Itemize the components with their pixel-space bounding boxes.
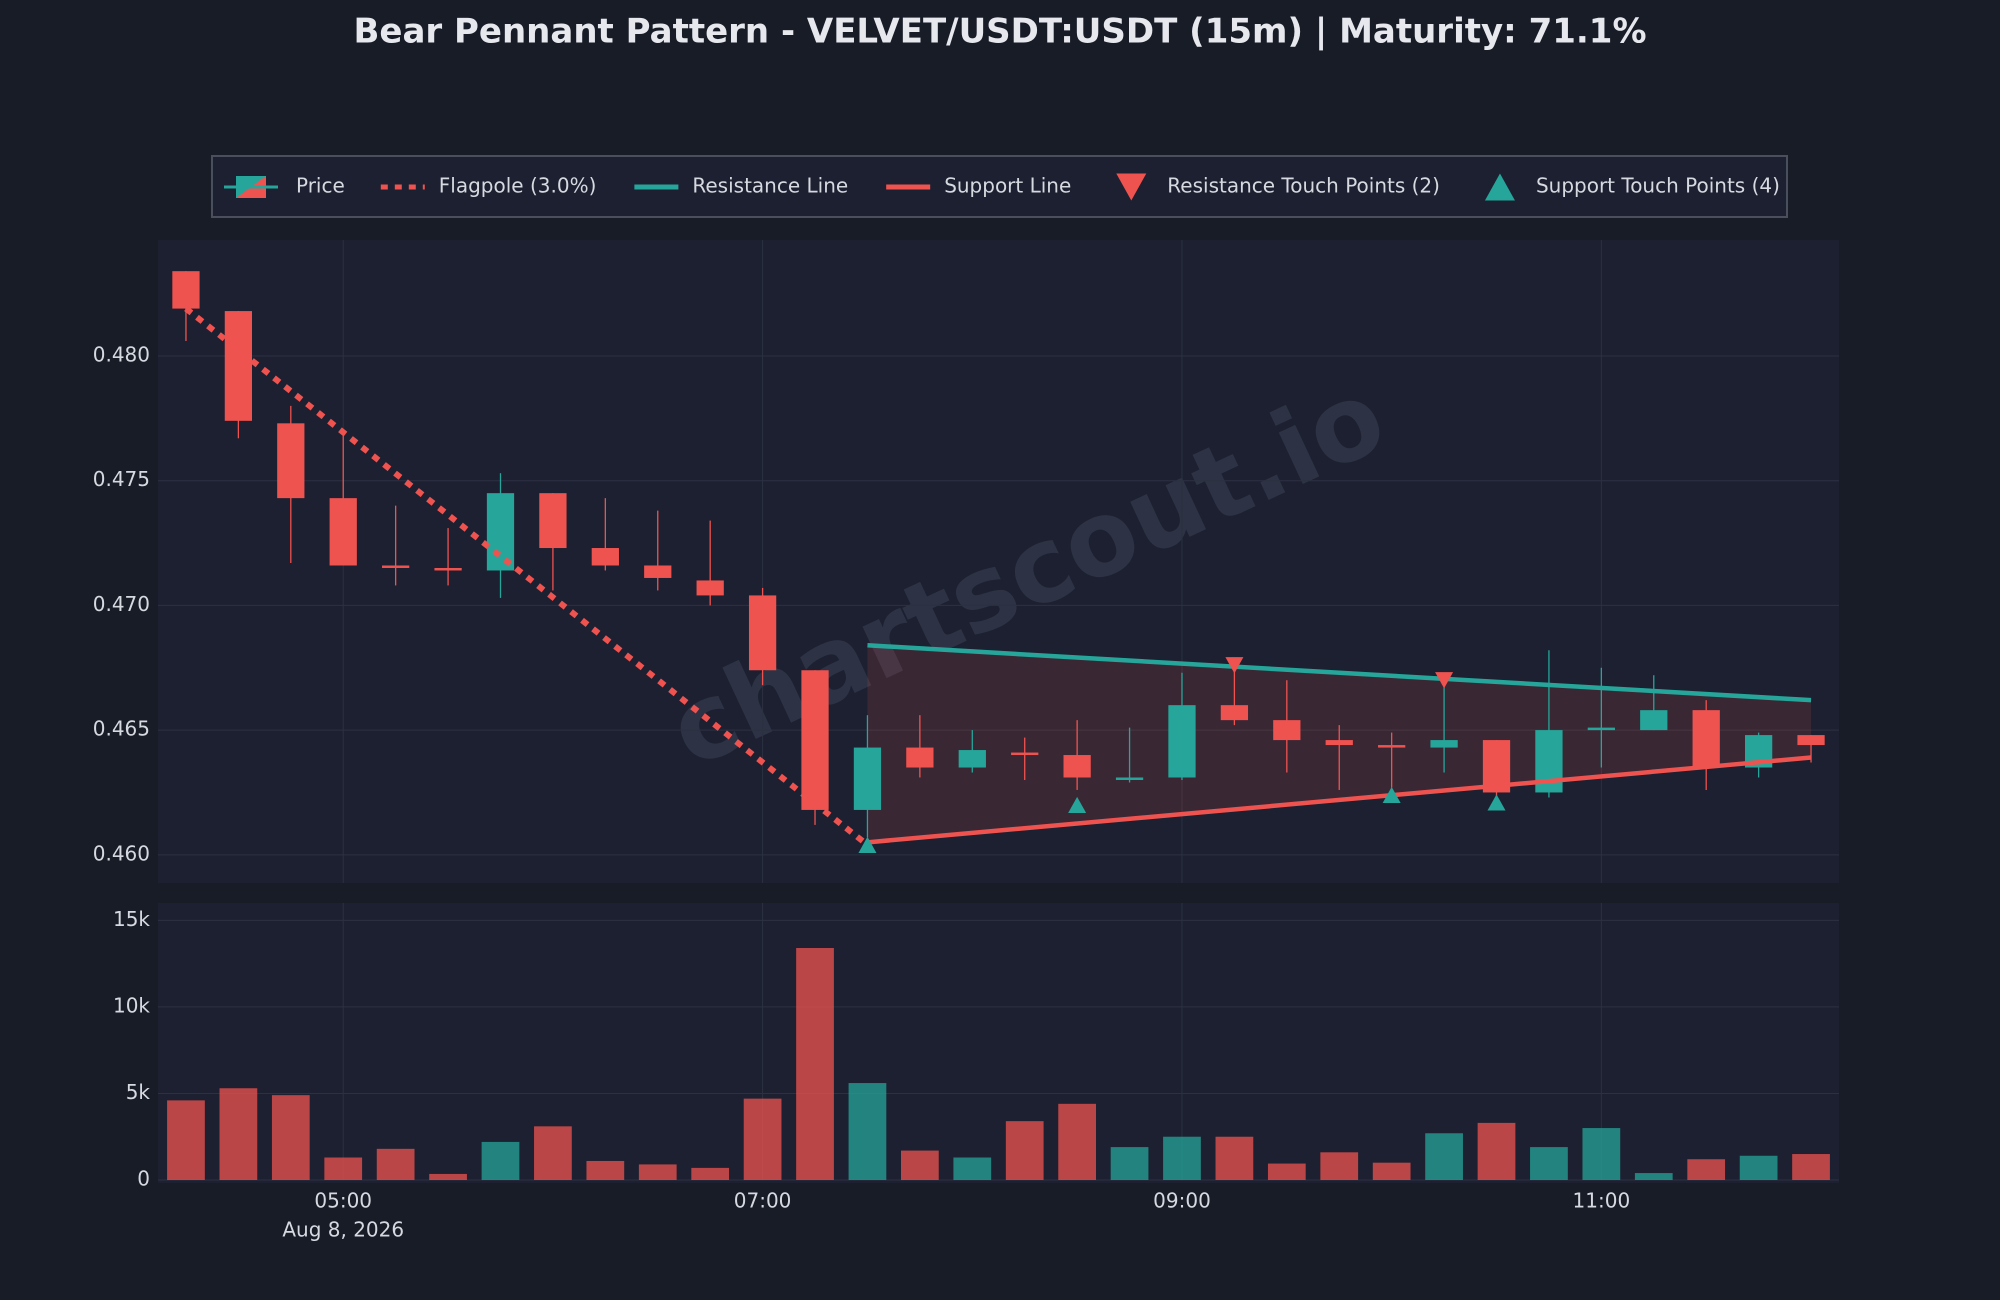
volume-bar (743, 1098, 782, 1180)
candle-body (1115, 777, 1144, 780)
candle-body (1011, 752, 1039, 756)
candle-body (591, 548, 619, 566)
candle-body (1430, 740, 1458, 748)
y-tick-label: 10k (113, 993, 150, 1017)
line-0 (184, 306, 870, 848)
volume-bar (219, 1088, 258, 1180)
y-tick-label: 0.460 (93, 841, 150, 865)
volume-bar (1267, 1163, 1306, 1180)
candle-body (748, 595, 777, 671)
volume-bar (1110, 1147, 1149, 1180)
volume-bar (1215, 1136, 1254, 1180)
volume-bar (1739, 1155, 1778, 1180)
volume-bar (1582, 1128, 1621, 1180)
candle-body (1692, 710, 1720, 768)
volume-bar (481, 1141, 520, 1180)
volume-bar (1320, 1152, 1359, 1180)
x-tick-label: 11:00 (1573, 1189, 1631, 1213)
volume-bar (953, 1157, 992, 1180)
volume-bar (691, 1167, 730, 1180)
volume-bar (534, 1126, 572, 1180)
volume-bar (1687, 1159, 1726, 1180)
y-tick-label: 0.475 (93, 467, 150, 491)
volume-bar (848, 1083, 887, 1180)
legend-box (211, 155, 1788, 218)
volume-bar (1477, 1122, 1516, 1180)
volume-bar (1058, 1103, 1097, 1180)
volume-bar (1634, 1173, 1673, 1180)
legend-handle (1116, 173, 1147, 201)
touch-point (1225, 657, 1244, 674)
legend-handle (1484, 173, 1515, 201)
candle-body (1378, 745, 1406, 748)
y-tick-label: 15k (113, 907, 150, 931)
y-tick-label: 5k (126, 1080, 151, 1104)
volume-bar (1372, 1162, 1411, 1180)
candle-body (1063, 755, 1091, 778)
candle-body (1273, 720, 1301, 741)
legend: Price Flagpole (3.0%) Resistance Line Suppo… (224, 173, 1780, 201)
candle-body (1220, 705, 1249, 721)
legend-label: Resistance Touch Points (2) (1167, 174, 1440, 198)
candle-body (906, 747, 934, 768)
volume-bar (429, 1173, 467, 1180)
candle-body (853, 747, 882, 810)
candle-body (539, 493, 567, 549)
touch-point (1382, 786, 1401, 804)
candle-body (1640, 710, 1668, 731)
volume-bar (1163, 1136, 1201, 1180)
volume-plot-area (158, 903, 1839, 1183)
candle-body (224, 311, 253, 421)
legend-label: Price (296, 174, 345, 198)
candle-body (329, 498, 357, 566)
candle-body (644, 565, 672, 578)
chart-title: Bear Pennant Pattern - VELVET/USDT:USDT … (353, 12, 1646, 52)
candle-body (801, 670, 829, 810)
y-tick-label: 0.480 (93, 342, 150, 366)
touch-point (1487, 794, 1506, 811)
candle-body (486, 493, 515, 571)
touch-point (1068, 796, 1087, 814)
touch-point (858, 836, 877, 853)
legend-label: Support Line (944, 174, 1071, 198)
volume-bar (376, 1148, 415, 1180)
candle-body (1325, 740, 1353, 746)
volume-bar (271, 1095, 310, 1180)
candle-body (434, 567, 462, 571)
touch-point (1435, 672, 1454, 689)
legend-label: Resistance Line (692, 174, 848, 198)
candle-body (958, 750, 986, 768)
volume-bar (900, 1150, 939, 1180)
volume-bar (1425, 1133, 1463, 1180)
line-2 (867, 755, 1812, 845)
y-tick-label: 0.465 (93, 717, 150, 741)
y-tick-label: 0 (137, 1167, 150, 1191)
x-tick-label: 07:00 (734, 1189, 792, 1213)
y-tick-label: 0.470 (93, 592, 150, 616)
candle-body (1587, 727, 1615, 731)
volume-bar (586, 1160, 625, 1180)
volume-bar (1530, 1147, 1568, 1180)
volume-bar (796, 948, 834, 1180)
legend-label: Flagpole (3.0%) (439, 174, 597, 198)
candle-body (1797, 735, 1825, 746)
candle-body (1168, 705, 1196, 778)
volume-bar (324, 1157, 363, 1180)
x-tick-label: 05:00 (314, 1189, 372, 1213)
candle-body (277, 423, 305, 499)
candle-body (696, 580, 724, 596)
volume-bar (167, 1100, 205, 1180)
candle-body (172, 271, 200, 309)
legend-label: Support Touch Points (4) (1536, 174, 1780, 198)
x-date-label: Aug 8, 2026 (282, 1218, 404, 1242)
line-1 (867, 643, 1812, 703)
volume-bar (638, 1164, 677, 1180)
volume-bar (1792, 1154, 1830, 1180)
x-tick-label: 09:00 (1153, 1189, 1211, 1213)
candle-body (382, 565, 410, 568)
volume-bar (1005, 1121, 1044, 1180)
